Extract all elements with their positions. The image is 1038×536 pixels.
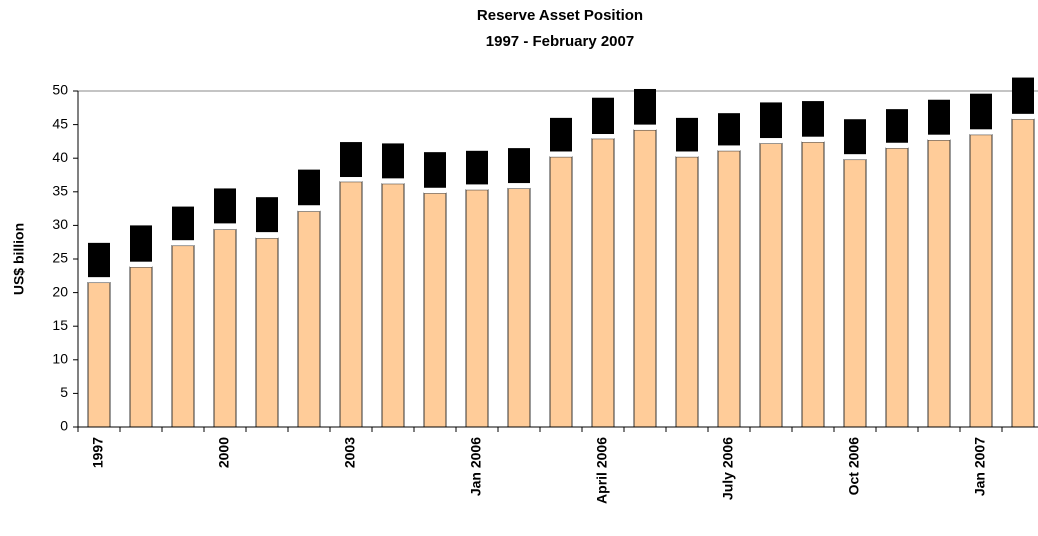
bar-segment — [928, 134, 950, 141]
bar-segment — [969, 134, 993, 428]
chart-title: Reserve Asset Position — [477, 7, 643, 24]
y-tick-label: 10 — [52, 351, 68, 367]
y-tick-label: 20 — [52, 283, 68, 299]
bar-segment — [382, 178, 404, 184]
bar-segment — [508, 148, 530, 184]
bar-segment — [172, 206, 194, 241]
bar-segment — [172, 240, 194, 246]
chart-subtitle: 1997 - February 2007 — [486, 33, 634, 50]
bar-segment — [256, 197, 278, 233]
bar-segment — [87, 282, 111, 428]
bar-segment — [844, 119, 866, 155]
bar-segment — [255, 237, 279, 428]
y-tick-label: 25 — [52, 250, 68, 266]
x-tick-label: Jan 2006 — [468, 437, 484, 496]
x-tick-label: Oct 2006 — [846, 437, 862, 496]
bar-segment — [508, 183, 530, 189]
bar-segment — [340, 142, 362, 178]
bar-segment — [634, 124, 656, 130]
bar-segment — [801, 141, 825, 428]
y-tick-label: 0 — [60, 418, 68, 434]
bar-segment — [298, 205, 320, 212]
bar-segment — [297, 210, 321, 428]
bar-segment — [466, 184, 488, 190]
bar-segment — [382, 143, 404, 179]
bar-segment — [717, 150, 741, 428]
bar-segment — [676, 151, 698, 157]
x-tick-label: 2000 — [216, 437, 232, 468]
y-tick-label: 5 — [60, 384, 68, 400]
bar-segment — [214, 188, 236, 224]
x-tick-label: April 2006 — [594, 437, 610, 504]
bar-segment — [423, 192, 447, 428]
x-tick-label: Jan 2007 — [972, 437, 988, 496]
y-tick-label: 45 — [52, 115, 68, 131]
bar-segment — [675, 156, 699, 428]
bar-segment — [927, 139, 951, 428]
bar-segment — [171, 245, 195, 428]
bar-segment — [88, 242, 110, 278]
bar-segment — [928, 99, 950, 135]
bar-segment — [424, 152, 446, 188]
x-tick-label: 2003 — [342, 437, 358, 468]
bar-segment — [88, 277, 110, 283]
bar-segment — [885, 147, 909, 428]
bar-segment — [802, 101, 824, 137]
x-tick-label: July 2006 — [720, 437, 736, 500]
y-tick-label: 50 — [52, 82, 68, 98]
bar-segment — [130, 225, 152, 262]
bar-segment — [634, 88, 656, 125]
bar-segment — [718, 113, 740, 146]
bar-segment — [466, 150, 488, 185]
y-axis-title: US$ billion — [11, 223, 27, 295]
bar-segment — [844, 154, 866, 160]
bar-segment — [886, 109, 908, 143]
bar-segment — [718, 145, 740, 151]
bar-segment — [970, 129, 992, 135]
bar-segment — [760, 102, 782, 139]
bar-segment — [802, 136, 824, 143]
bar-segment — [633, 129, 657, 428]
bar-segment — [130, 261, 152, 268]
y-tick-label: 30 — [52, 216, 68, 232]
bar-segment — [676, 117, 698, 152]
bar-segment — [340, 177, 362, 182]
y-tick-label: 40 — [52, 149, 68, 165]
bar-segment — [549, 156, 573, 428]
bar-segment — [339, 181, 363, 428]
bar-segment — [591, 138, 615, 428]
bar-segment — [129, 266, 153, 428]
bar-segment — [214, 223, 236, 230]
bar-segment — [381, 183, 405, 428]
bar-segment — [507, 187, 531, 428]
bar-segment — [592, 134, 614, 139]
bar-segment — [298, 169, 320, 206]
bar-segment — [760, 138, 782, 144]
bar-segment — [843, 159, 867, 428]
bar-segment — [592, 97, 614, 135]
bar-segment — [465, 189, 489, 428]
bar-segment — [550, 151, 572, 157]
bar-segment — [970, 93, 992, 130]
bar-segment — [213, 228, 237, 428]
bar-segment — [1012, 77, 1034, 114]
bar-segment — [424, 187, 446, 194]
bar-segment — [550, 117, 572, 152]
bar-segment — [256, 232, 278, 239]
y-tick-label: 35 — [52, 183, 68, 199]
bar-segment — [759, 142, 783, 428]
bar-segment — [1011, 118, 1035, 428]
bar-segment — [886, 142, 908, 149]
x-tick-label: 1997 — [90, 437, 106, 468]
bar-segment — [1012, 113, 1034, 120]
y-tick-label: 15 — [52, 317, 68, 333]
